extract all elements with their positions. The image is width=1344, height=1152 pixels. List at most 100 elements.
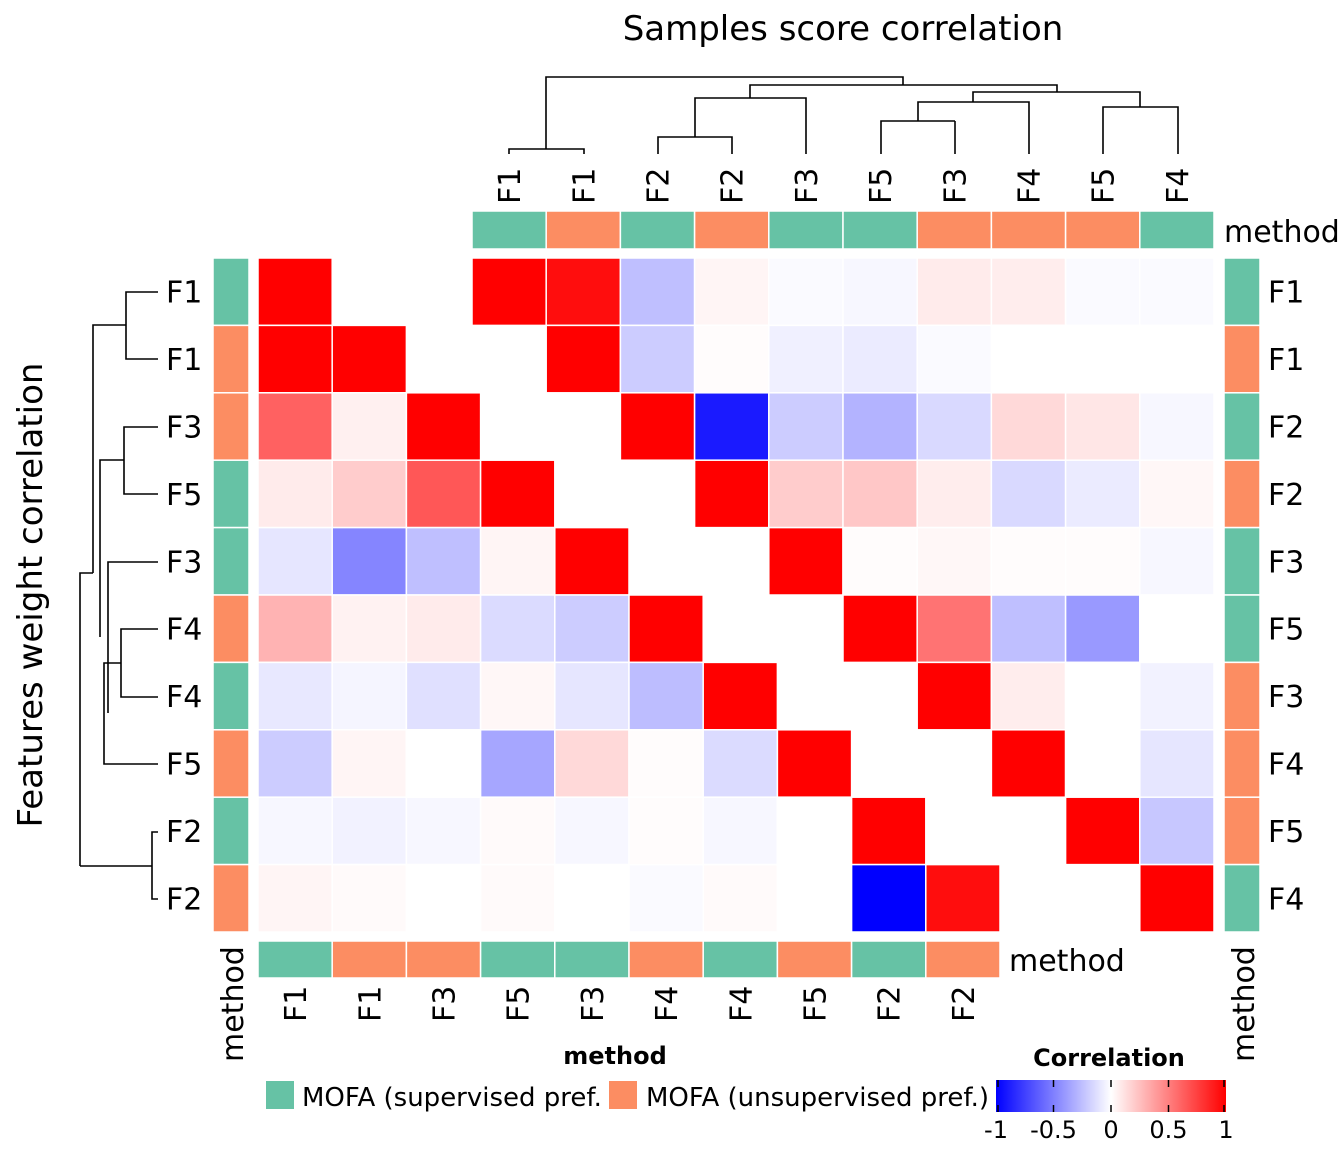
weight-corr-cell (331, 796, 408, 866)
col-label-bottom: F1 (353, 986, 388, 1022)
col-label-bottom: F2 (873, 986, 908, 1022)
score-corr-cell (693, 392, 770, 461)
row-method-annotation-right (1223, 526, 1261, 596)
col-method-annotation-top (990, 210, 1067, 250)
weight-corr-cell (850, 863, 927, 933)
score-corr-cell (693, 459, 770, 529)
legend-label-unsupervised: MOFA (unsupervised pref.) (646, 1083, 989, 1113)
row-method-annotation-right (1223, 392, 1261, 461)
row-method-annotation-left (212, 594, 250, 664)
col-label-top: F3 (790, 168, 825, 204)
col-method-annotation-top (545, 210, 622, 250)
score-corr-cell (693, 324, 770, 394)
col-label-bottom: F3 (576, 986, 611, 1022)
row-method-annotation-left (212, 661, 250, 731)
score-corr-cell (990, 661, 1067, 731)
weight-corr-cell (776, 729, 853, 798)
row-label-left: F5 (166, 748, 202, 783)
col-label-top: F2 (716, 168, 751, 204)
colorbar-tick-label: -0.5 (1030, 1116, 1077, 1144)
row-label-left: F4 (166, 613, 202, 648)
row-method-annotation-right (1223, 863, 1261, 933)
row-method-annotation-left (212, 459, 250, 529)
weight-corr-cell (331, 729, 408, 798)
weight-corr-cell (257, 324, 333, 394)
weight-corr-cell (554, 863, 630, 933)
weight-corr-cell (331, 661, 408, 731)
score-corr-cell (768, 324, 844, 394)
weight-corr-cell (628, 729, 704, 798)
col-method-annotation-top (471, 210, 547, 250)
score-corr-cell (1139, 863, 1215, 933)
weight-corr-cell (702, 661, 779, 731)
score-corr-cell (990, 459, 1067, 529)
score-corr-cell (842, 459, 918, 529)
row-method-annotation-left (212, 526, 250, 596)
weight-corr-cell (702, 729, 779, 798)
row-label-left: F1 (166, 343, 202, 378)
weight-corr-cell (405, 594, 482, 664)
col-label-bottom: F3 (428, 986, 463, 1022)
col-method-annotation-bottom (554, 940, 630, 979)
score-corr-cell (916, 392, 993, 461)
row-method-annotation-right (1223, 257, 1261, 327)
score-corr-cell (1064, 661, 1141, 731)
row-method-annotation-left (212, 324, 250, 394)
weight-corr-cell (331, 526, 408, 596)
col-method-annotation-top (619, 210, 696, 250)
colorbar-tick-label: 1 (1218, 1116, 1233, 1144)
weight-corr-cell (628, 863, 704, 933)
col-method-annotation-bottom (776, 940, 853, 979)
weight-corr-cell (405, 526, 482, 596)
row-label-right: F3 (1268, 545, 1304, 580)
col-method-annotation-top (1064, 210, 1141, 250)
score-corr-cell (916, 594, 993, 664)
score-corr-cell (1139, 796, 1215, 866)
weight-corr-cell (925, 863, 1001, 933)
row-label-right: F1 (1268, 343, 1304, 378)
weight-corr-cell (257, 796, 333, 866)
method-legend: method MOFA (supervised pref. MOFA (unsu… (266, 1042, 989, 1113)
row-method-annotation-left (212, 863, 250, 933)
score-corr-cell (1139, 594, 1215, 664)
col-method-annotation-bottom (850, 940, 927, 979)
score-corr-cell (1139, 661, 1215, 731)
weight-corr-cell (257, 392, 333, 461)
col-label-bottom: F1 (279, 986, 314, 1022)
weight-corr-cell (405, 392, 482, 461)
chart-title: Samples score correlation (623, 9, 1064, 49)
row-label-left: F1 (166, 276, 202, 311)
col-label-top: F2 (642, 168, 677, 204)
row-label-right: F5 (1268, 613, 1304, 648)
row-label-left: F5 (166, 478, 202, 513)
legend-swatch-unsupervised (609, 1081, 637, 1109)
score-corr-cell (619, 392, 696, 461)
colorbar-tick-label: -1 (984, 1116, 1008, 1144)
score-corr-cell (619, 257, 696, 327)
col-label-top: F1 (567, 168, 602, 204)
method-label-bottom: method (1009, 944, 1125, 979)
score-corr-cell (1139, 257, 1215, 327)
row-method-annotation-right (1223, 324, 1261, 394)
row-method-annotation-right (1223, 796, 1261, 866)
weight-corr-cell (850, 796, 927, 866)
score-corr-cell (842, 594, 918, 664)
weight-corr-cell (554, 796, 630, 866)
row-label-left: F2 (166, 815, 202, 850)
row-label-left: F2 (166, 882, 202, 917)
score-corr-cell (916, 661, 993, 731)
row-method-annotation-left (212, 729, 250, 798)
weight-corr-cell (257, 594, 333, 664)
score-corr-cell (768, 459, 844, 529)
col-method-annotation-top (916, 210, 993, 250)
row-method-annotation-right (1223, 594, 1261, 664)
weight-corr-cell (554, 729, 630, 798)
weight-corr-cell (554, 526, 630, 596)
col-label-top: F4 (1013, 168, 1048, 204)
tick-labels: F1 F1 F1 F1 F3 F3 F5 F5 F3 F3 F4 F4 F4 F4 F5 F5 F2 F2 F2 F2… (166, 168, 1304, 1022)
weight-corr-cell (257, 661, 333, 731)
weight-corr-cell (479, 526, 556, 596)
col-method-annotation-bottom (257, 940, 333, 979)
weight-corr-cell (257, 526, 333, 596)
colorbar-tick-label: 0 (1103, 1116, 1118, 1144)
